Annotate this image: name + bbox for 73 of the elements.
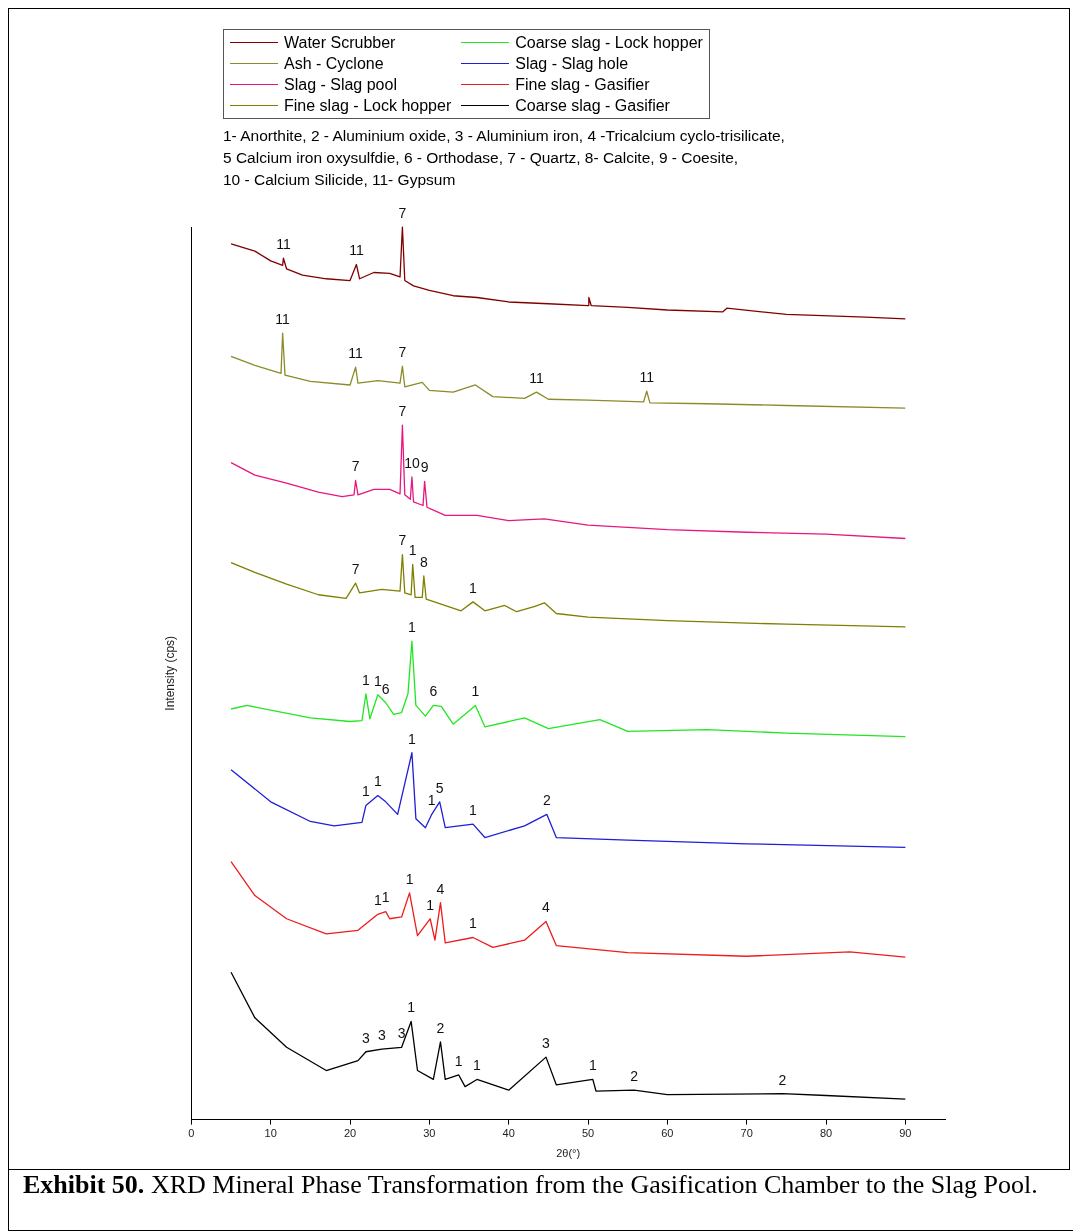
legend-label: Fine slag - Lock hopper — [284, 96, 452, 116]
annotation: 1 — [362, 671, 371, 688]
annotation: 7 — [351, 561, 360, 578]
legend-label: Slag - Slag hole — [515, 54, 629, 74]
text: 5 Calcium iron oxysulfdie, 6 - Orthodase, 7 - Quartz, 8- Calcite, 9 - Coesite, — [223, 148, 740, 168]
x-tick-label: 80 — [819, 1127, 833, 1140]
text: XRD Mineral Phase Transformation from the Gasification Chamber to the Slag Pool. — [149, 1170, 1038, 1199]
annotation: 11 — [275, 311, 291, 328]
annotation: 7 — [398, 403, 407, 420]
annotation: 7 — [398, 344, 407, 361]
annotation: 1 — [454, 1052, 463, 1069]
annotation: 4 — [436, 880, 445, 897]
x-axis-title: 2θ(°) — [556, 1147, 581, 1160]
annotation: 11 — [349, 242, 364, 259]
legend-label: Slag - Slag pool — [284, 75, 397, 95]
annotation: 1 — [405, 870, 414, 887]
annotation: 1 — [373, 773, 382, 790]
annotation: 1 — [427, 792, 436, 809]
annotation: 11 — [276, 236, 291, 253]
text: Exhibit 50. — [23, 1170, 145, 1199]
annotation: 1 — [471, 683, 480, 700]
legend-label: Coarse slag - Gasifier — [515, 96, 670, 116]
y-axis-title: Intensity (cps) — [162, 635, 177, 711]
annotation: 2 — [436, 1019, 445, 1036]
annotation: 1 — [381, 889, 390, 906]
legend-label: Fine slag - Gasifier — [515, 75, 650, 95]
x-tick-label: 60 — [661, 1127, 674, 1140]
annotation: 11 — [529, 369, 544, 386]
annotation: 2 — [630, 1068, 639, 1084]
annotation: 1 — [588, 1057, 597, 1074]
x-tick-label: 50 — [581, 1127, 595, 1140]
annotation: 7 — [398, 204, 407, 221]
annotation: 4 — [542, 899, 551, 916]
annotation: 2 — [542, 792, 551, 809]
annotation: 3 — [397, 1025, 406, 1042]
annotation: 1 — [469, 579, 478, 596]
annotation: 3 — [362, 1029, 371, 1046]
x-tick-label: 90 — [899, 1127, 912, 1140]
annotation: 7 — [351, 458, 360, 475]
x-tick-label: 0 — [188, 1127, 195, 1140]
annotation: 1 — [362, 783, 371, 800]
annotation: 3 — [377, 1026, 386, 1043]
annotation: 1 — [408, 619, 417, 636]
annotation: 1 — [373, 892, 382, 909]
annotation: 5 — [435, 779, 444, 796]
x-tick-label: 10 — [264, 1127, 277, 1140]
annotation: 11 — [348, 345, 364, 361]
annotation: 7 — [398, 532, 407, 549]
annotation: 1 — [408, 542, 417, 559]
annotation: 1 — [373, 672, 382, 689]
annotation: 1 — [426, 896, 435, 913]
x-tick-label: 30 — [423, 1127, 436, 1140]
annotation: 1 — [408, 730, 417, 747]
legend-label: Ash - Cyclone — [284, 54, 384, 74]
annotation: 1 — [469, 915, 478, 932]
annotation: 6 — [429, 683, 438, 700]
annotation: 1 — [407, 999, 416, 1016]
text: 1- Anorthite, 2 - Aluminium oxide, 3 - Aluminium iron, 4 -Tricalcium cyclo-trisilicate, — [223, 126, 785, 146]
legend-label: Water Scrubber — [284, 33, 396, 53]
legend-label: Coarse slag - Lock hopper — [515, 33, 703, 53]
annotation: 2 — [778, 1071, 787, 1088]
x-tick-label: 70 — [740, 1127, 753, 1140]
annotation: 11 — [639, 369, 655, 386]
annotation: 6 — [381, 680, 390, 697]
x-tick-label: 40 — [502, 1127, 515, 1140]
annotation: 3 — [542, 1034, 551, 1051]
annotation: 1 — [473, 1057, 482, 1074]
x-tick-label: 20 — [343, 1127, 357, 1140]
annotation: 1 — [469, 802, 478, 819]
annotation: 10 — [404, 454, 420, 471]
annotation: 9 — [420, 459, 429, 476]
annotation: 8 — [419, 553, 428, 570]
text: 10 - Calcium Silicide, 11- Gypsum — [223, 170, 457, 190]
